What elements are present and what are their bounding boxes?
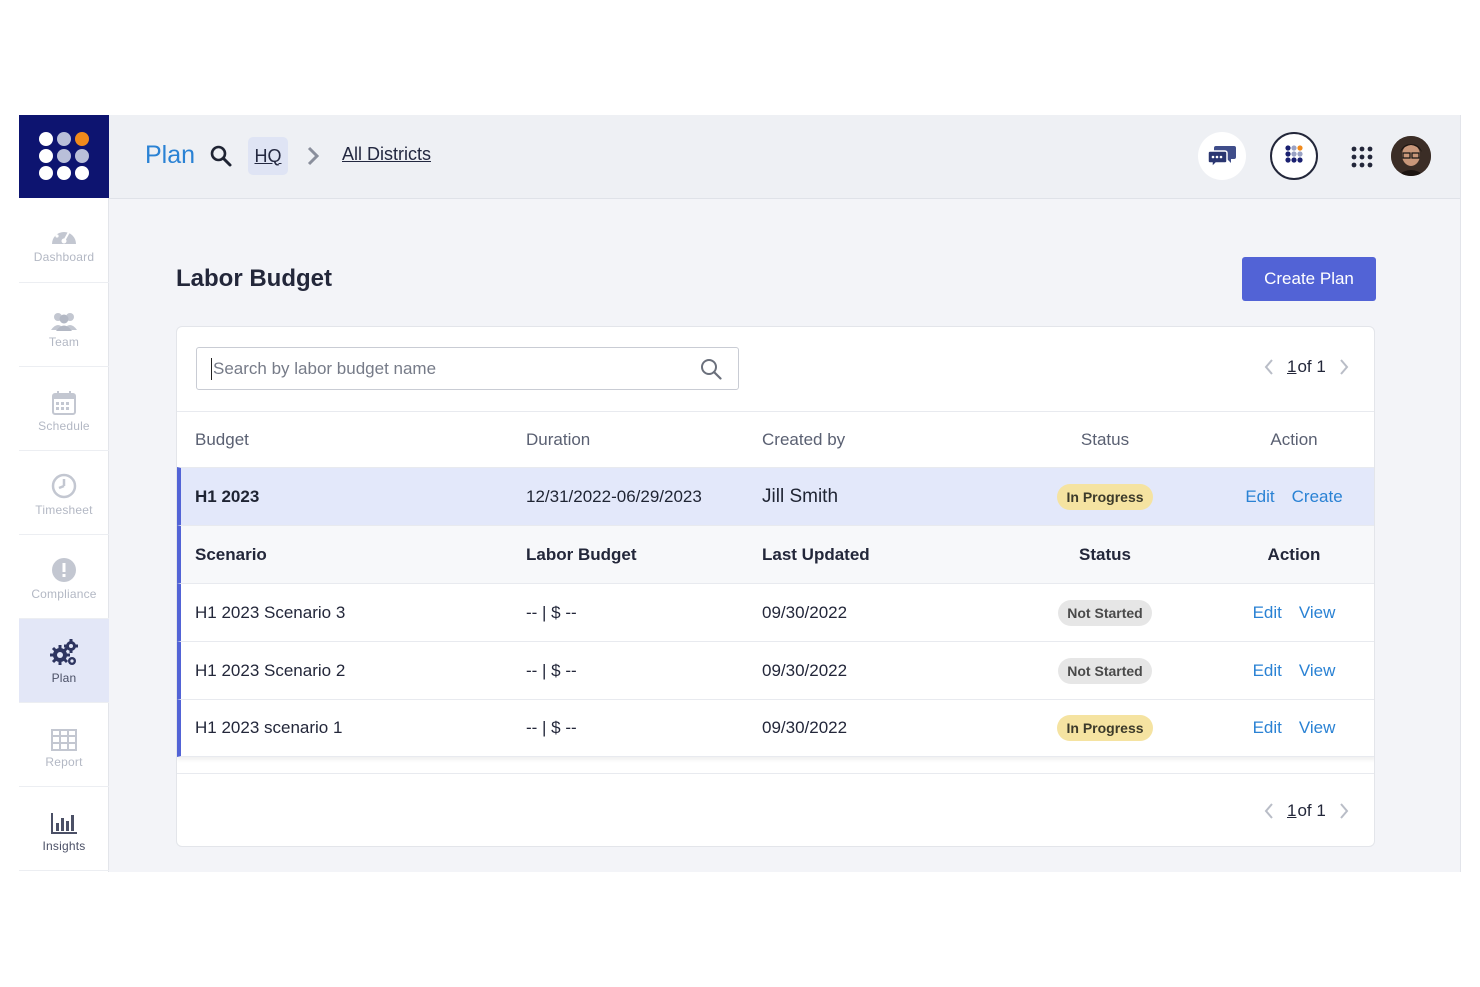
- alert-icon: [51, 553, 77, 583]
- create-link[interactable]: Create: [1291, 486, 1343, 506]
- scenario-name: H1 2023 scenario 1: [195, 718, 343, 737]
- scenario-name: H1 2023 Scenario 3: [195, 602, 346, 622]
- edit-link[interactable]: Edit: [1252, 602, 1282, 622]
- avatar[interactable]: [1391, 136, 1431, 176]
- current-page[interactable]: 1: [1287, 357, 1297, 376]
- budget-duration: 12/31/2022-06/29/2023: [526, 486, 702, 506]
- sidebar-item-label: Timesheet: [35, 502, 93, 517]
- pagination-top: 1 of 1: [1263, 357, 1350, 377]
- clock-icon: [51, 469, 77, 499]
- bar-chart-icon: [50, 805, 78, 835]
- budget-name: H1 2023: [195, 486, 260, 506]
- view-link[interactable]: View: [1298, 602, 1336, 622]
- column-header: Created by: [762, 429, 846, 449]
- dashboard-gauge-icon: [50, 216, 78, 246]
- edit-link[interactable]: Edit: [1245, 486, 1275, 506]
- sidebar-item-insights[interactable]: Insights: [19, 787, 109, 871]
- table-icon: [51, 721, 77, 751]
- column-header: Duration: [526, 429, 591, 449]
- app-window: Dashboard Team Schedule Timesheet: [19, 115, 1461, 872]
- sidebar-item-report[interactable]: Report: [19, 703, 109, 787]
- column-header: Status: [1079, 544, 1131, 564]
- view-link[interactable]: View: [1298, 718, 1336, 737]
- scenario-labor-budget: -- | $ --: [526, 602, 577, 622]
- app-grid-icon[interactable]: [1350, 145, 1374, 169]
- gears-icon: [49, 637, 79, 667]
- status-badge: Not Started: [1058, 657, 1152, 684]
- breadcrumb-hq[interactable]: HQ: [248, 137, 288, 175]
- search-field[interactable]: [196, 347, 739, 390]
- scenario-labor-budget: -- | $ --: [526, 660, 577, 680]
- scenario-last-updated: 09/30/2022: [762, 602, 848, 622]
- sidebar: Dashboard Team Schedule Timesheet: [19, 115, 109, 872]
- budget-table: Budget Duration Created by Status Action…: [177, 411, 1374, 757]
- top-bar: Plan HQ All Districts: [109, 115, 1460, 199]
- scenario-last-updated: 09/30/2022: [762, 660, 848, 680]
- column-header: Status: [1080, 429, 1130, 449]
- prev-page-icon[interactable]: [1263, 802, 1275, 820]
- view-link[interactable]: View: [1298, 660, 1336, 680]
- create-plan-button[interactable]: Create Plan: [1242, 257, 1376, 301]
- team-icon: [50, 301, 78, 331]
- scenario-name: H1 2023 Scenario 2: [195, 660, 346, 680]
- brand-apps-button[interactable]: [1270, 132, 1318, 180]
- current-page[interactable]: 1: [1287, 801, 1297, 820]
- chevron-right-icon: [306, 146, 320, 166]
- next-page-icon[interactable]: [1338, 358, 1350, 376]
- table-header-row: Budget Duration Created by Status Action: [177, 411, 1374, 467]
- scenario-last-updated: 09/30/2022: [762, 718, 848, 737]
- search-input[interactable]: [211, 358, 691, 380]
- edit-link[interactable]: Edit: [1252, 660, 1282, 680]
- sidebar-item-dashboard[interactable]: Dashboard: [19, 198, 109, 283]
- sidebar-item-label: Insights: [42, 838, 86, 853]
- scenario-labor-budget: -- | $ --: [526, 718, 577, 737]
- app-logo[interactable]: [19, 115, 109, 198]
- table-row[interactable]: H1 2023 Scenario 2 -- | $ -- 09/30/2022 …: [177, 641, 1374, 699]
- prev-page-icon[interactable]: [1263, 358, 1275, 376]
- breadcrumb-all-districts[interactable]: All Districts: [342, 144, 431, 164]
- edit-link[interactable]: Edit: [1252, 718, 1282, 737]
- search-icon[interactable]: [700, 358, 722, 380]
- calendar-icon: [52, 385, 76, 415]
- sidebar-item-label: Compliance: [31, 586, 97, 601]
- sidebar-nav: Dashboard Team Schedule Timesheet: [19, 198, 109, 871]
- column-header: Scenario: [195, 544, 267, 564]
- sidebar-item-plan[interactable]: Plan: [19, 619, 109, 703]
- sidebar-item-label: Report: [45, 754, 83, 769]
- sidebar-item-label: Schedule: [38, 418, 90, 433]
- next-page-icon[interactable]: [1338, 802, 1350, 820]
- labor-budget-card: 1 of 1 Budget Duration Created by Status…: [176, 326, 1375, 847]
- sidebar-item-label: Plan: [51, 670, 77, 685]
- sidebar-item-team[interactable]: Team: [19, 283, 109, 367]
- column-header: Action: [1267, 544, 1321, 564]
- column-header: Action: [1270, 429, 1318, 449]
- page-total: of 1: [1297, 801, 1326, 820]
- page-title: Labor Budget: [176, 265, 332, 292]
- app-title: Plan: [145, 141, 196, 169]
- column-header: Last Updated: [762, 544, 870, 564]
- budget-row[interactable]: H1 2023 12/31/2022-06/29/2023 Jill Smith…: [177, 467, 1374, 525]
- chat-icon[interactable]: [1198, 132, 1246, 180]
- status-badge: In Progress: [1057, 483, 1153, 510]
- page-total: of 1: [1297, 357, 1326, 376]
- status-badge: Not Started: [1058, 599, 1152, 626]
- column-header: Budget: [195, 429, 249, 449]
- table-row[interactable]: H1 2023 scenario 1 -- | $ -- 09/30/2022 …: [177, 699, 1374, 757]
- divider: [177, 773, 1374, 774]
- search-icon[interactable]: [209, 144, 233, 168]
- sidebar-item-compliance[interactable]: Compliance: [19, 535, 109, 619]
- pagination-bottom: 1 of 1: [1263, 801, 1350, 821]
- sidebar-item-label: Dashboard: [33, 250, 95, 264]
- sidebar-item-schedule[interactable]: Schedule: [19, 367, 109, 451]
- sidebar-item-label: Team: [48, 334, 80, 349]
- status-badge: In Progress: [1057, 715, 1153, 741]
- budget-created-by: Jill Smith: [762, 485, 839, 507]
- table-row[interactable]: H1 2023 Scenario 3 -- | $ -- 09/30/2022 …: [177, 583, 1374, 641]
- scenario-header-row: Scenario Labor Budget Last Updated Statu…: [177, 525, 1374, 583]
- column-header: Labor Budget: [526, 544, 637, 564]
- sidebar-item-timesheet[interactable]: Timesheet: [19, 451, 109, 535]
